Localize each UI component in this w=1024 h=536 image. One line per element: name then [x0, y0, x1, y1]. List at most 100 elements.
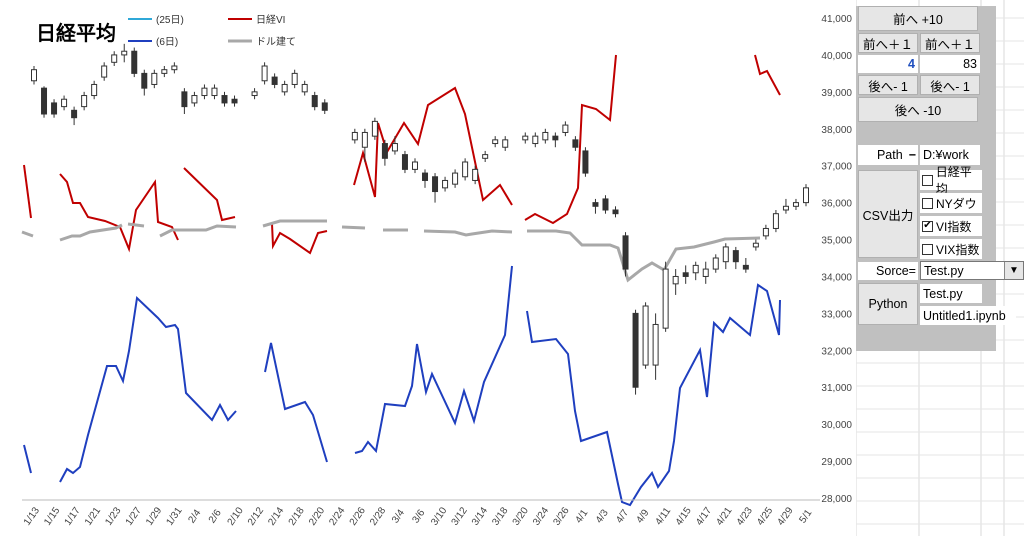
nikkei-chart: 日経平均 (25日) 日経VI (6日) ドル建て 41,000 40,000 39,00… — [21, 13, 853, 528]
candle — [652, 313, 659, 380]
candle — [752, 239, 759, 251]
checkbox-nydow-label: NYダウ — [936, 196, 977, 211]
candle — [592, 198, 599, 214]
candle — [602, 195, 609, 214]
source-dropdown[interactable]: Test.py ▼ — [920, 261, 1024, 280]
candle — [101, 62, 108, 81]
y-tick-label: 31,000 — [821, 383, 852, 394]
usd-line — [127, 222, 145, 228]
candle — [712, 254, 719, 273]
usd-line — [21, 230, 34, 238]
legend-label: 日経VI — [256, 13, 285, 26]
prev-10-button[interactable]: 前へ +10 — [858, 6, 978, 31]
candle — [141, 69, 148, 96]
file-item-2[interactable]: Untitled1.ipynb — [920, 306, 1016, 325]
candlesticks — [31, 43, 809, 395]
candle — [231, 95, 238, 107]
path-label: Path − — [858, 145, 918, 165]
candle — [201, 84, 208, 100]
y-tick-label: 33,000 — [821, 309, 852, 320]
offset-left-value[interactable]: 4 — [858, 55, 918, 73]
candle — [81, 91, 88, 111]
next-10-button[interactable]: 後へ -10 — [858, 97, 978, 122]
y-tick-label: 40,000 — [821, 51, 852, 62]
next-1-button-a[interactable]: 後へ- 1 — [858, 75, 918, 95]
candle — [61, 95, 68, 111]
candle — [682, 265, 689, 284]
candle — [632, 309, 639, 395]
candle — [181, 88, 188, 114]
candle — [432, 173, 439, 203]
candle — [301, 80, 308, 96]
checkbox-vi-label: VI指数 — [936, 219, 972, 234]
candle — [732, 246, 739, 270]
candle — [261, 62, 268, 85]
y-tick-label: 37,000 — [821, 162, 852, 173]
path-value[interactable]: D:¥work — [920, 145, 980, 165]
checkbox-vi[interactable]: ✔ VI指数 — [920, 216, 982, 236]
source-label: Sorce= — [858, 262, 918, 280]
ma6-line — [354, 265, 513, 454]
y-tick-label: 35,000 — [821, 236, 852, 247]
candle — [411, 158, 418, 174]
python-run-button[interactable]: Python — [858, 283, 918, 325]
prev-1-button-a[interactable]: 前へ＋１ — [858, 33, 918, 53]
checkbox-nydow[interactable]: NYダウ — [920, 193, 982, 213]
candle — [91, 80, 98, 100]
usd-line — [59, 223, 123, 242]
candle — [131, 47, 138, 78]
candle — [121, 43, 128, 63]
y-tick-label: 32,000 — [821, 346, 852, 357]
candle — [722, 243, 729, 270]
legend-label: (6日) — [156, 37, 178, 48]
vi-line — [754, 54, 781, 96]
candle — [612, 206, 619, 218]
candle — [702, 261, 709, 284]
chart-legend: (25日) 日経VI (6日) ドル建て — [128, 13, 296, 48]
usd-line — [341, 225, 366, 230]
file-item-1[interactable]: Test.py — [920, 284, 982, 303]
candle — [281, 80, 288, 96]
candle — [772, 210, 779, 233]
candle — [51, 99, 58, 118]
path-label-text: Path — [876, 148, 903, 162]
usd-line — [262, 219, 327, 228]
csv-export-button[interactable]: CSV出力 — [858, 170, 918, 258]
candle — [532, 132, 539, 148]
vi-line — [353, 86, 513, 206]
candle — [31, 66, 37, 85]
checkbox-vix-label: VIX指数 — [936, 242, 980, 257]
candle — [371, 117, 378, 140]
checkbox-vix-box[interactable] — [922, 243, 933, 255]
next-1-button-b[interactable]: 後へ- 1 — [920, 75, 980, 95]
checkbox-vi-box[interactable]: ✔ — [922, 220, 933, 232]
candle — [572, 136, 579, 151]
candle — [401, 150, 408, 174]
chevron-down-icon[interactable]: ▼ — [1004, 262, 1023, 279]
candle — [111, 51, 118, 66]
candle — [582, 147, 589, 177]
candle — [422, 169, 429, 188]
checkbox-vix[interactable]: VIX指数 — [920, 239, 982, 259]
usd-line — [159, 224, 237, 238]
vi-line — [524, 54, 617, 225]
offset-right-value[interactable]: 83 — [920, 55, 980, 73]
checkbox-nikkei-box[interactable] — [922, 174, 933, 186]
candle — [482, 150, 489, 162]
prev-1-button-b[interactable]: 前へ＋１ — [920, 33, 980, 53]
candle — [462, 158, 469, 181]
source-dropdown-value: Test.py — [924, 263, 964, 278]
candle — [452, 169, 459, 188]
y-tick-label: 30,000 — [821, 420, 852, 431]
candle — [361, 128, 368, 162]
candle — [321, 99, 328, 114]
candle — [161, 66, 168, 78]
y-tick-label: 41,000 — [821, 14, 852, 25]
candle — [472, 165, 479, 185]
vi-line — [183, 167, 236, 222]
checkbox-nydow-box[interactable] — [922, 197, 933, 209]
y-axis: 41,000 40,000 39,000 38,000 37,000 36,000 35,0… — [821, 14, 852, 505]
candle — [742, 258, 749, 273]
candle — [351, 128, 358, 144]
checkbox-nikkei[interactable]: 日経平均 — [920, 165, 982, 196]
